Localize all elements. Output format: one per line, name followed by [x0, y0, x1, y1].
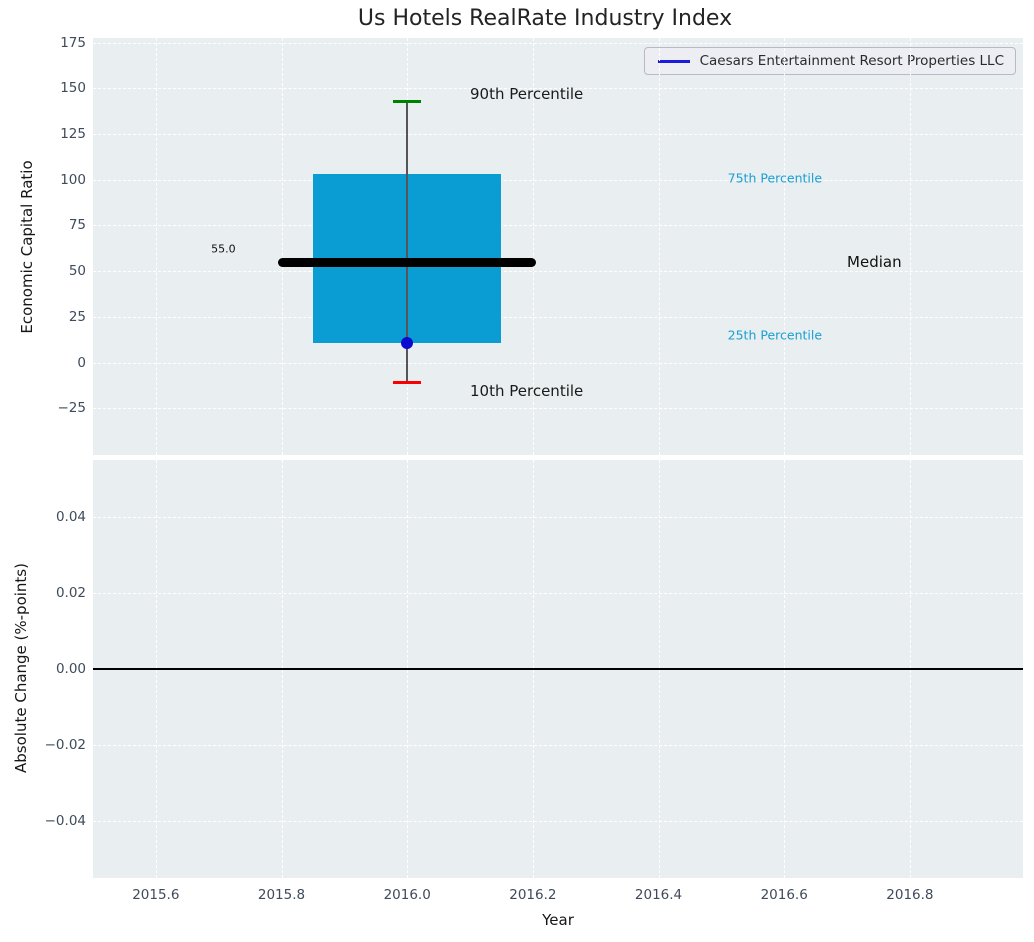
figure-title: Us Hotels RealRate Industry Index: [357, 6, 733, 31]
y-tick-label: 100: [60, 171, 86, 188]
y-tick-label: 150: [60, 80, 86, 97]
x-tick-label: 2015.6: [132, 887, 180, 903]
p90-label: 90th Percentile: [470, 84, 584, 103]
y-tick-label: 175: [60, 34, 86, 51]
p25-label: 25th Percentile: [727, 327, 823, 343]
y-tick-label: −0.04: [44, 813, 86, 829]
y-tick-label: −25: [57, 400, 87, 417]
zero-line: [93, 668, 1023, 670]
y-tick-label: 125: [60, 126, 86, 143]
x-tick-label: 2015.8: [257, 887, 306, 903]
median-line: [278, 257, 536, 267]
y-tick-label: 25: [68, 308, 86, 325]
p10-label: 10th Percentile: [470, 381, 584, 400]
legend-line-swatch: [657, 59, 690, 63]
p10-cap: [393, 381, 421, 385]
x-tick-label: 2016.4: [634, 887, 683, 903]
company-data-point: [401, 336, 414, 349]
median-label: Median: [847, 253, 902, 272]
x-tick-label: 2016.2: [509, 887, 557, 903]
economic-capital-ratio-axes: [93, 38, 1023, 455]
y-tick-label: 0.00: [55, 661, 86, 677]
whisker-line: [406, 101, 408, 383]
x-axis-label-year: Year: [542, 911, 574, 929]
y-tick-label: 0: [77, 354, 86, 371]
legend: Caesars Entertainment Resort Properties …: [643, 47, 1016, 75]
y-tick-label: −0.02: [44, 737, 86, 753]
x-tick-label: 2016.8: [886, 887, 934, 903]
y-tick-label: 0.02: [55, 585, 86, 601]
x-tick-label: 2016.0: [383, 887, 431, 903]
legend-label: Caesars Entertainment Resort Properties …: [699, 53, 1004, 69]
x-tick-label: 2016.6: [760, 887, 808, 903]
median-value-label: 55.0: [211, 242, 236, 256]
y-tick-label: 50: [68, 263, 86, 280]
y-tick-label: 0.04: [55, 509, 86, 525]
p75-label: 75th Percentile: [727, 170, 823, 186]
y-tick-label: 75: [68, 217, 86, 234]
p90-cap: [393, 99, 421, 103]
